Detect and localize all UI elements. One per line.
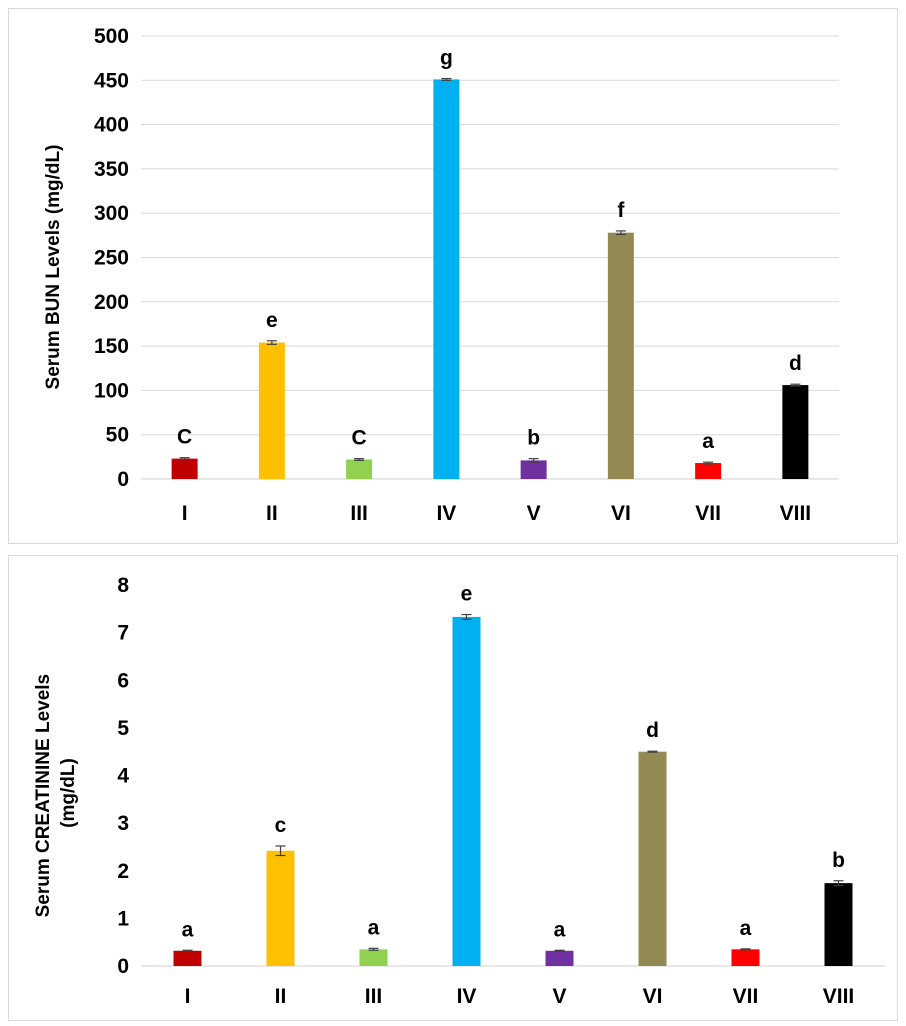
- bun-x-tick-label-VIII: VIII: [780, 502, 812, 525]
- bun-y-tick-label: 250: [94, 247, 129, 270]
- bun-y-tick-label: 100: [94, 379, 129, 402]
- bun-significance-letter-VI: f: [617, 199, 625, 222]
- bun-y-axis-label: Serum BUN Levels (mg/dL): [43, 145, 64, 390]
- bun-x-tick-label-I: I: [182, 502, 188, 525]
- bun-error-bar-I: [179, 457, 190, 461]
- bun-y-tick-label: 400: [94, 114, 129, 137]
- creatinine-error-bar-VI: [647, 750, 658, 753]
- creatinine-y-tick-label: 0: [117, 955, 129, 978]
- creatinine-x-tick-label-II: II: [275, 985, 287, 1008]
- creatinine-error-bar-II: [275, 845, 286, 857]
- bun-chart: Serum BUN Levels (mg/dL) 0 50 100 150 200 250…: [43, 25, 839, 525]
- bun-bar-VII: [695, 463, 722, 479]
- creatinine-x-tick-label-VI: VI: [643, 985, 663, 1008]
- creatinine-significance-letter-III: a: [368, 916, 380, 939]
- bun-error-bar-IV: [441, 77, 452, 81]
- creatinine-error-bar-V: [554, 949, 565, 952]
- bun-bar-VI: [607, 232, 634, 479]
- creatinine-y-tick-label: 5: [117, 717, 129, 740]
- creatinine-bar-IV: [452, 616, 481, 966]
- creatinine-bar-VII: [731, 949, 760, 966]
- bun-x-tick-label-IV: IV: [436, 502, 456, 525]
- creatinine-x-tick-label-IV: IV: [457, 985, 477, 1008]
- creatinine-y-axis-label: Serum CREATININE Levels (mg/dL): [33, 669, 79, 918]
- creatinine-y-tick-label: 8: [117, 574, 129, 597]
- creatinine-bar-III: [359, 949, 388, 966]
- creatinine-x-tick-label-I: I: [185, 985, 191, 1008]
- bun-error-bar-II: [266, 340, 277, 345]
- creatinine-y-tick-label: 3: [117, 812, 129, 835]
- bun-bar-I: [171, 458, 198, 479]
- creatinine-significance-letter-II: c: [275, 814, 287, 837]
- bun-significance-letter-VIII: d: [789, 352, 802, 375]
- creatinine-chart: Serum CREATININE Levels (mg/dL) 0 1 2 3 4 5 6 7…: [33, 574, 885, 1008]
- creatinine-bar-VIII: [824, 883, 853, 966]
- creatinine-bar-II: [266, 850, 295, 966]
- bun-bar-III: [346, 459, 373, 479]
- creatinine-y-tick-label: 2: [117, 860, 129, 883]
- creatinine-error-bar-VII: [740, 948, 751, 951]
- bun-y-tick-label: 200: [94, 291, 129, 314]
- creatinine-significance-letter-VI: d: [646, 719, 659, 742]
- creatinine-y-axis-label-line2: (mg/dL): [58, 758, 79, 828]
- bun-significance-letter-III: C: [352, 427, 367, 450]
- bun-x-tick-label-III: III: [350, 502, 368, 525]
- bun-significance-letter-IV: g: [440, 47, 453, 70]
- creatinine-bar-I: [173, 950, 202, 966]
- creatinine-y-tick-label: 7: [117, 622, 129, 645]
- bun-y-tick-label: 500: [94, 25, 129, 48]
- bun-y-tick-label: 150: [94, 335, 129, 358]
- creatinine-x-tick-label-III: III: [365, 985, 383, 1008]
- creatinine-x-tick-label-VIII: VIII: [823, 985, 855, 1008]
- creatinine-y-axis-label-line1: Serum CREATININE Levels: [33, 674, 54, 918]
- bun-x-tick-label-VII: VII: [695, 502, 721, 525]
- creatinine-x-tick-label-VII: VII: [733, 985, 759, 1008]
- bun-error-bar-VI: [615, 230, 626, 236]
- creatinine-y-tick-label: 4: [117, 765, 129, 788]
- bun-error-bar-VII: [703, 461, 714, 465]
- creatinine-y-tick-label: 1: [117, 907, 129, 930]
- bun-bar-II: [258, 342, 285, 479]
- bun-bar-VIII: [782, 385, 809, 479]
- creatinine-significance-letter-IV: e: [461, 583, 473, 606]
- bun-significance-letter-I: C: [177, 426, 192, 449]
- bun-error-bar-VIII: [790, 383, 801, 387]
- bun-error-bar-III: [354, 458, 365, 461]
- creatinine-significance-letter-I: a: [182, 918, 194, 941]
- bun-x-tick-label-VI: VI: [611, 502, 631, 525]
- creatinine-chart-panel: Serum CREATININE Levels (mg/dL) 0 1 2 3 4 5 6 7…: [8, 555, 898, 1021]
- bun-significance-letter-V: b: [527, 427, 540, 450]
- bun-y-tick-label: 350: [94, 158, 129, 181]
- creatinine-x-tick-label-V: V: [552, 985, 566, 1008]
- creatinine-bar-VI: [638, 751, 667, 966]
- bun-bar-IV: [433, 79, 460, 479]
- bun-error-bar-V: [528, 458, 539, 463]
- creatinine-significance-letter-V: a: [554, 918, 566, 941]
- bun-x-tick-label-II: II: [266, 502, 278, 525]
- bun-y-tick-label: 450: [94, 69, 129, 92]
- bun-significance-letter-II: e: [266, 309, 278, 332]
- bun-y-tick-label: 300: [94, 202, 129, 225]
- creatinine-error-bar-III: [368, 947, 379, 951]
- bun-y-tick-label: 0: [117, 468, 129, 491]
- bun-bar-V: [520, 460, 547, 479]
- creatinine-significance-letter-VIII: b: [832, 849, 845, 872]
- creatinine-y-tick-label: 6: [117, 669, 129, 692]
- creatinine-bar-V: [545, 950, 574, 966]
- creatinine-error-bar-IV: [461, 613, 472, 620]
- bun-chart-panel: Serum BUN Levels (mg/dL) 0 50 100 150 200 250…: [8, 8, 898, 544]
- bun-x-tick-label-V: V: [527, 502, 541, 525]
- bun-y-tick-label: 50: [106, 424, 129, 447]
- bun-significance-letter-VII: a: [702, 430, 714, 453]
- creatinine-significance-letter-VII: a: [740, 917, 752, 940]
- creatinine-error-bar-VIII: [833, 880, 844, 887]
- creatinine-error-bar-I: [182, 949, 193, 952]
